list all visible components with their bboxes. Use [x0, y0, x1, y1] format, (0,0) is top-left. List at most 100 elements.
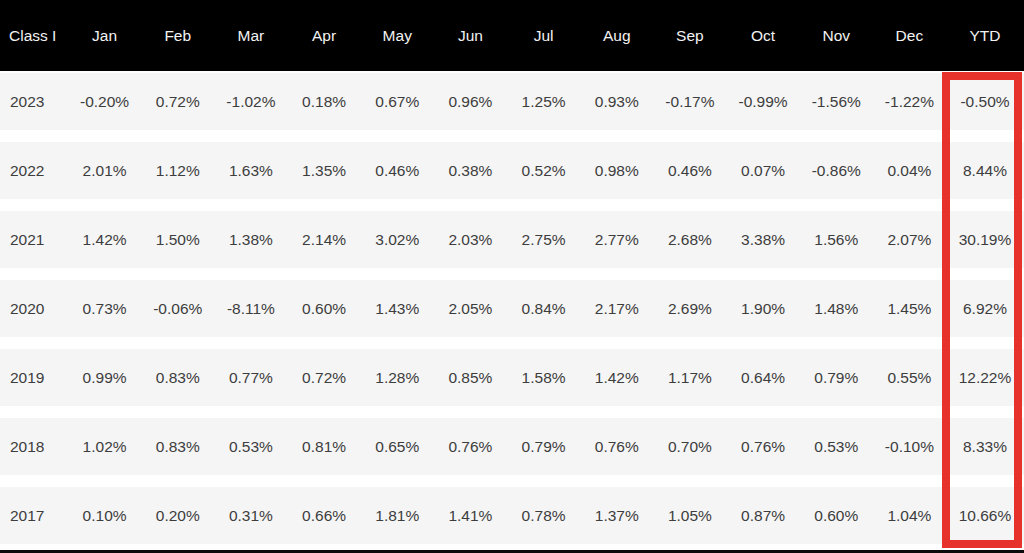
value-cell: 0.04%: [873, 162, 946, 180]
value-cell: 0.99%: [68, 369, 141, 387]
table-row: 2023-0.20%0.72%-1.02%0.18%0.67%0.96%1.25…: [0, 73, 1024, 130]
year-cell: 2022: [0, 162, 68, 180]
value-cell: 0.10%: [68, 507, 141, 525]
value-cell: 1.81%: [361, 507, 434, 525]
column-header-oct: Oct: [726, 27, 799, 45]
column-header-dec: Dec: [873, 27, 946, 45]
value-cell: 0.72%: [141, 93, 214, 111]
value-cell: 0.85%: [434, 369, 507, 387]
value-cell: 1.25%: [507, 93, 580, 111]
value-cell: 0.78%: [507, 507, 580, 525]
value-cell: 0.18%: [287, 93, 360, 111]
value-cell: 0.98%: [580, 162, 653, 180]
value-cell: 1.37%: [580, 507, 653, 525]
year-cell: 2021: [0, 231, 68, 249]
value-cell: -8.11%: [214, 300, 287, 318]
value-cell: 1.17%: [653, 369, 726, 387]
column-header-may: May: [361, 27, 434, 45]
value-cell: 0.53%: [800, 438, 873, 456]
value-cell: 0.53%: [214, 438, 287, 456]
value-cell: 0.83%: [141, 438, 214, 456]
value-cell: 0.20%: [141, 507, 214, 525]
value-cell: 0.76%: [434, 438, 507, 456]
value-cell: 2.69%: [653, 300, 726, 318]
value-cell: 2.01%: [68, 162, 141, 180]
column-header-ytd: YTD: [946, 27, 1024, 45]
value-cell: 0.66%: [287, 507, 360, 525]
year-cell: 2023: [0, 93, 68, 111]
value-cell: 1.02%: [68, 438, 141, 456]
column-header-feb: Feb: [141, 27, 214, 45]
value-cell: 1.63%: [214, 162, 287, 180]
value-cell: 0.31%: [214, 507, 287, 525]
ytd-value-cell: 8.33%: [946, 438, 1024, 456]
value-cell: 2.77%: [580, 231, 653, 249]
value-cell: 0.77%: [214, 369, 287, 387]
table-row: 20170.10%0.20%0.31%0.66%1.81%1.41%0.78%1…: [0, 487, 1024, 544]
value-cell: -0.06%: [141, 300, 214, 318]
column-header-jul: Jul: [507, 27, 580, 45]
value-cell: 0.38%: [434, 162, 507, 180]
value-cell: 2.68%: [653, 231, 726, 249]
value-cell: 2.14%: [287, 231, 360, 249]
value-cell: 1.35%: [287, 162, 360, 180]
value-cell: 1.04%: [873, 507, 946, 525]
column-header-sep: Sep: [653, 27, 726, 45]
value-cell: -0.17%: [653, 93, 726, 111]
table-row: 20200.73%-0.06%-8.11%0.60%1.43%2.05%0.84…: [0, 280, 1024, 337]
value-cell: 2.07%: [873, 231, 946, 249]
value-cell: 1.28%: [361, 369, 434, 387]
value-cell: 0.87%: [726, 507, 799, 525]
column-header-class-i: Class I: [0, 27, 68, 45]
value-cell: 0.52%: [507, 162, 580, 180]
table-row: 20181.02%0.83%0.53%0.81%0.65%0.76%0.79%0…: [0, 418, 1024, 475]
ytd-value-cell: 6.92%: [946, 300, 1024, 318]
value-cell: -0.99%: [726, 93, 799, 111]
value-cell: -1.22%: [873, 93, 946, 111]
column-header-jun: Jun: [434, 27, 507, 45]
value-cell: 0.60%: [287, 300, 360, 318]
value-cell: -1.02%: [214, 93, 287, 111]
value-cell: -1.56%: [800, 93, 873, 111]
table-row: 20190.99%0.83%0.77%0.72%1.28%0.85%1.58% 1…: [0, 349, 1024, 406]
value-cell: 1.43%: [361, 300, 434, 318]
value-cell: -0.20%: [68, 93, 141, 111]
value-cell: 0.96%: [434, 93, 507, 111]
value-cell: 0.46%: [653, 162, 726, 180]
value-cell: 1.56%: [800, 231, 873, 249]
value-cell: 1.41%: [434, 507, 507, 525]
table-header-row: Class IJanFebMarAprMayJunJulAugSepOctNov…: [0, 0, 1024, 71]
column-header-mar: Mar: [214, 27, 287, 45]
value-cell: 1.12%: [141, 162, 214, 180]
value-cell: 1.45%: [873, 300, 946, 318]
value-cell: 0.79%: [800, 369, 873, 387]
value-cell: 1.58%: [507, 369, 580, 387]
table-body: 2023-0.20%0.72%-1.02%0.18%0.67%0.96%1.25…: [0, 71, 1024, 544]
value-cell: 0.64%: [726, 369, 799, 387]
value-cell: 0.81%: [287, 438, 360, 456]
value-cell: 0.83%: [141, 369, 214, 387]
value-cell: 2.05%: [434, 300, 507, 318]
value-cell: -0.86%: [800, 162, 873, 180]
year-cell: 2018: [0, 438, 68, 456]
value-cell: 0.55%: [873, 369, 946, 387]
value-cell: 3.38%: [726, 231, 799, 249]
ytd-value-cell: -0.50%: [946, 93, 1024, 111]
year-cell: 2019: [0, 369, 68, 387]
value-cell: 2.17%: [580, 300, 653, 318]
ytd-value-cell: 8.44%: [946, 162, 1024, 180]
value-cell: 0.65%: [361, 438, 434, 456]
value-cell: 0.72%: [287, 369, 360, 387]
value-cell: 0.46%: [361, 162, 434, 180]
value-cell: -0.10%: [873, 438, 946, 456]
value-cell: 1.38%: [214, 231, 287, 249]
column-header-aug: Aug: [580, 27, 653, 45]
value-cell: 1.42%: [68, 231, 141, 249]
value-cell: 0.79%: [507, 438, 580, 456]
year-cell: 2020: [0, 300, 68, 318]
value-cell: 0.93%: [580, 93, 653, 111]
column-header-jan: Jan: [68, 27, 141, 45]
value-cell: 1.90%: [726, 300, 799, 318]
value-cell: 0.76%: [726, 438, 799, 456]
value-cell: 0.67%: [361, 93, 434, 111]
